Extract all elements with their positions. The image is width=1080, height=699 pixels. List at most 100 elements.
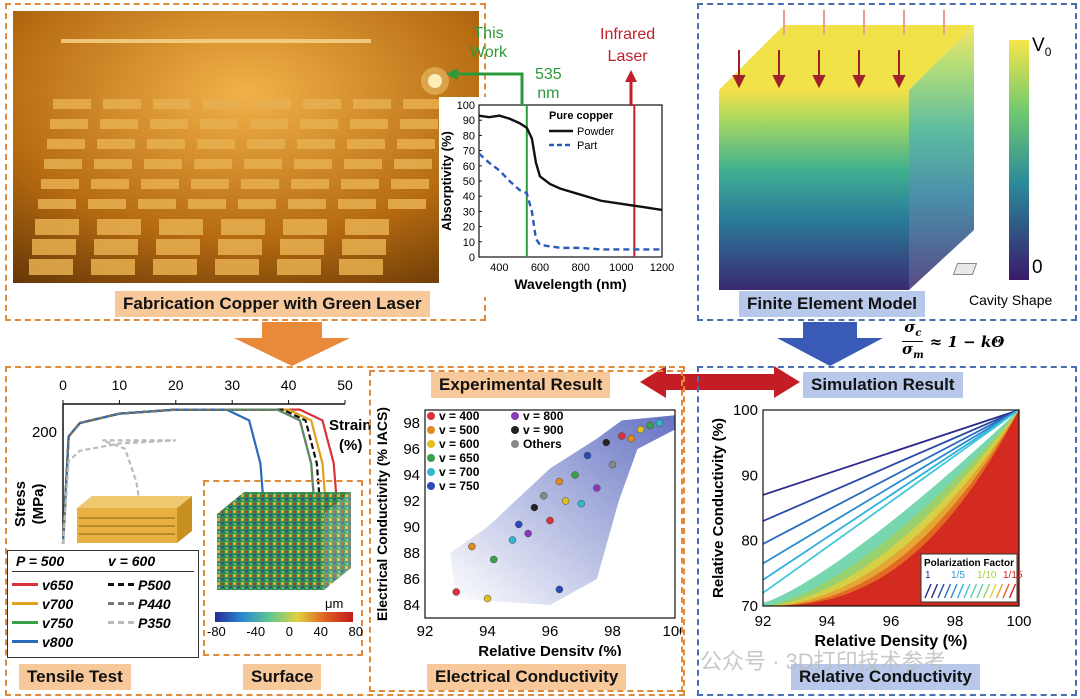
y-axis-label-unit: (MPa) bbox=[30, 484, 47, 525]
y-tick-label: 200 bbox=[32, 424, 57, 441]
load-arrow-head bbox=[852, 75, 866, 89]
x-axis-label: Relative Density (%) bbox=[478, 643, 621, 656]
legend-entry: P350 bbox=[108, 613, 171, 632]
sample-square bbox=[297, 139, 335, 149]
legend-entry: v650 bbox=[12, 575, 73, 594]
data-point bbox=[655, 419, 664, 427]
y-tick-label: 60 bbox=[463, 161, 475, 173]
legend-entry: P500 bbox=[108, 575, 171, 594]
tensile-title: Tensile Test bbox=[19, 664, 131, 690]
legend-title: Pure copper bbox=[549, 110, 614, 122]
sample-square bbox=[288, 199, 326, 209]
data-point bbox=[627, 434, 635, 443]
legend-label: v = 700 bbox=[439, 465, 480, 479]
down-arrow-blue-icon bbox=[777, 322, 883, 366]
legend-swatch bbox=[956, 583, 965, 599]
sample-square bbox=[188, 199, 226, 209]
data-point bbox=[508, 536, 517, 544]
sample-square bbox=[244, 159, 282, 169]
data-point bbox=[646, 421, 654, 430]
sample-square bbox=[353, 99, 391, 109]
data-point bbox=[546, 516, 554, 525]
legend-label: v = 750 bbox=[439, 479, 480, 493]
finite-element-title: Finite Element Model bbox=[739, 291, 926, 317]
legend-swatch bbox=[924, 583, 932, 599]
sample-square bbox=[218, 239, 262, 255]
legend-v-header: v = 600 bbox=[108, 553, 156, 569]
x-tick-label: 1200 bbox=[650, 262, 674, 274]
data-point bbox=[608, 460, 617, 469]
legend-title: Polarization Factor bbox=[924, 558, 1014, 569]
x-tick-label: 100 bbox=[662, 623, 681, 640]
legend-swatch bbox=[937, 583, 945, 599]
data-point bbox=[524, 529, 532, 538]
sample-square bbox=[200, 119, 238, 129]
sample-square bbox=[344, 159, 382, 169]
y-tick-label: 80 bbox=[463, 130, 475, 142]
sample-square bbox=[388, 199, 426, 209]
legend-swatch bbox=[995, 583, 1004, 599]
cavity-shape-label: Cavity Shape bbox=[969, 292, 1053, 308]
legend-label: v = 900 bbox=[523, 423, 564, 437]
conductivity-line bbox=[762, 409, 1020, 545]
x-tick-label: 40 bbox=[281, 377, 297, 393]
sample-square bbox=[53, 99, 91, 109]
bidirectional-arrow-icon bbox=[640, 366, 800, 398]
sample-square bbox=[35, 219, 79, 235]
conductivity-equation: σc σm ≈ 1 − kΘ bbox=[902, 318, 1005, 362]
legend-label: v = 500 bbox=[439, 423, 480, 437]
legend-label: v = 800 bbox=[523, 409, 564, 423]
legend-part: Part bbox=[577, 140, 597, 152]
load-arrow-head bbox=[772, 75, 786, 89]
sample-square bbox=[291, 179, 329, 189]
legend-entry: v800 bbox=[12, 632, 73, 651]
x-tick-label: 94 bbox=[479, 623, 496, 640]
sample-square bbox=[50, 119, 88, 129]
legend-swatch bbox=[943, 583, 952, 599]
sample-square bbox=[103, 99, 141, 109]
x-tick-label: 100 bbox=[1006, 613, 1031, 630]
x-tick-label: 30 bbox=[224, 377, 240, 393]
surface-title: Surface bbox=[243, 664, 322, 690]
fem-cube bbox=[719, 10, 1029, 290]
data-point bbox=[593, 484, 601, 492]
y-tick-label: 80 bbox=[741, 533, 758, 550]
y-axis-label: Relative Conductivity (%) bbox=[710, 418, 727, 598]
legend-marker bbox=[427, 468, 435, 476]
legend-label: v = 650 bbox=[439, 451, 480, 465]
infrared-laser-label: Infrared Laser bbox=[600, 26, 656, 65]
conductivity-line bbox=[762, 409, 1020, 581]
sample-square bbox=[341, 179, 379, 189]
x-tick-label: 98 bbox=[604, 623, 621, 640]
tensile-specimen-icon bbox=[77, 496, 192, 543]
stress-curve bbox=[61, 408, 316, 545]
sample-square bbox=[347, 139, 385, 149]
legend-tick: 1 bbox=[925, 570, 931, 581]
y-axis-label: Electrical Conductivity (% IACS) bbox=[374, 407, 390, 621]
sample-square bbox=[247, 139, 285, 149]
finite-element-panel: V0 0 Cavity Shape Finite Element Model bbox=[697, 3, 1077, 321]
data-point bbox=[636, 425, 645, 434]
y-tick-label: 100 bbox=[457, 100, 475, 112]
conductivity-line bbox=[762, 409, 1020, 594]
sample-square bbox=[41, 179, 79, 189]
legend-swatch bbox=[989, 583, 997, 599]
fabrication-panel: 0 10 20 30 40 50 60 70 80 90 100 400 600 800 1000 1200 W… bbox=[5, 3, 684, 321]
y-tick-label: 70 bbox=[463, 146, 475, 158]
legend-marker bbox=[427, 482, 435, 490]
sample-square bbox=[280, 239, 324, 255]
sample-square bbox=[391, 179, 429, 189]
x-tick-label: 20 bbox=[168, 377, 184, 393]
fabrication-title: Fabrication Copper with Green Laser bbox=[115, 291, 430, 317]
sample-square bbox=[294, 159, 332, 169]
y-tick-label: 90 bbox=[403, 519, 420, 536]
sample-square bbox=[253, 99, 291, 109]
sample-square bbox=[144, 159, 182, 169]
legend-tick: 1/10 bbox=[977, 570, 997, 581]
sample-square bbox=[156, 239, 200, 255]
load-arrow-head bbox=[892, 75, 906, 89]
electrical-subpanel bbox=[369, 370, 683, 692]
data-point bbox=[490, 555, 498, 564]
relative-title: Relative Conductivity bbox=[791, 664, 980, 690]
experimental-title: Experimental Result bbox=[431, 372, 611, 398]
